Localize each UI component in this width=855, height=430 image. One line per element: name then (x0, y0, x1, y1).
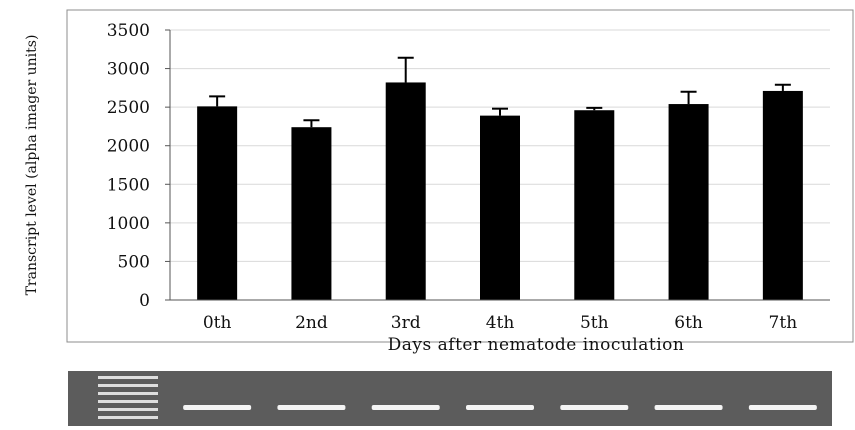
y-axis-title: Transcript level (alpha imager units) (24, 35, 40, 296)
y-axis-ticks: 0 500 1000 1500 2000 2500 3000 3500 (107, 21, 170, 311)
y-tick-label: 2500 (107, 98, 150, 118)
gel-band-6th (654, 405, 723, 410)
dna-ladder (98, 376, 158, 419)
gel-band-7th (748, 405, 817, 410)
x-axis-ticks: 0th 2nd 3rd 4th 5th 6th 7th (203, 313, 797, 333)
x-tick-label: 4th (486, 313, 515, 333)
bar-4th (480, 115, 520, 300)
bar-0th (197, 106, 238, 300)
ladder-band (98, 384, 158, 387)
gel-band-5th (560, 405, 629, 410)
y-tick-label: 2000 (107, 137, 150, 157)
gel-band-4th (466, 405, 534, 410)
bar-6th (668, 104, 709, 300)
x-tick-label: 7th (769, 313, 798, 333)
x-tick-label: 5th (580, 313, 609, 333)
ladder-band (98, 416, 158, 419)
ladder-band (98, 408, 158, 411)
bar-7th (762, 90, 803, 300)
x-tick-label: 6th (674, 313, 703, 333)
gel-background (68, 371, 832, 426)
bars (197, 82, 803, 300)
y-tick-label: 1000 (107, 214, 150, 234)
ladder-band (98, 376, 158, 379)
bar-3rd (385, 82, 426, 300)
ladder-band (98, 400, 158, 403)
x-axis-title: Days after nematode inoculation (388, 335, 685, 355)
x-tick-label: 3rd (391, 313, 421, 333)
x-tick-label: 2nd (295, 313, 328, 333)
gel-band-3rd (371, 405, 440, 410)
chart-frame (66, 9, 854, 343)
y-tick-label: 500 (118, 252, 150, 272)
y-tick-label: 3000 (107, 60, 150, 80)
y-tick-label: 3500 (107, 21, 150, 41)
bar-2nd (291, 127, 332, 300)
y-tick-label: 0 (139, 291, 150, 311)
ladder-band (98, 392, 158, 395)
gel-lanes (183, 405, 817, 410)
gel-band-0th (183, 405, 252, 410)
gel-band-2nd (277, 405, 346, 410)
bar-5th (574, 110, 615, 300)
x-tick-label: 0th (203, 313, 232, 333)
error-bars (209, 56, 791, 128)
gel-image (68, 371, 832, 426)
y-tick-label: 1500 (107, 175, 150, 195)
